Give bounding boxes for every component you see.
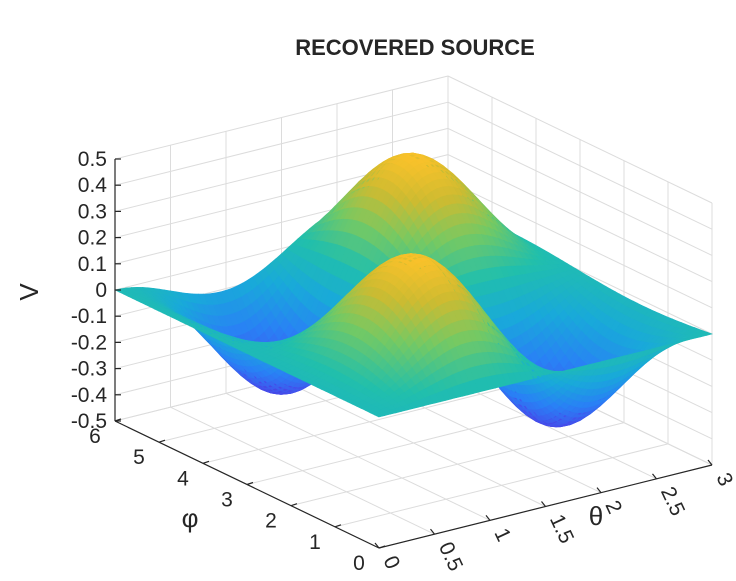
floor-grid-line <box>290 422 625 507</box>
y-tick-label: 6 <box>89 425 101 448</box>
y-tick-mark <box>378 545 386 549</box>
z-axis-label: V <box>14 283 44 301</box>
back-wall-grid-line <box>114 101 449 186</box>
y-tick-mark <box>246 481 254 486</box>
z-tick-label: 0.2 <box>78 227 107 250</box>
x-tick-mark <box>707 459 713 466</box>
floor-grid-line <box>202 379 537 464</box>
x-tick-mark <box>374 542 380 549</box>
side-wall-grid-line <box>447 154 713 283</box>
x-tick-label: 2.5 <box>656 483 689 519</box>
back-wall-grid-line <box>114 75 449 160</box>
z-tick-label: -0.5 <box>71 410 107 433</box>
y-tick-label: 2 <box>265 510 277 533</box>
x-tick-mark <box>596 487 602 494</box>
z-tick-label: -0.1 <box>71 305 107 328</box>
chart-title: RECOVERED SOURCE <box>295 35 535 60</box>
side-wall-grid-line <box>447 101 713 230</box>
surface-plot <box>114 152 714 428</box>
x-tick-label: 3 <box>711 469 736 489</box>
y-tick-label: 1 <box>309 531 321 554</box>
z-tick-label: -0.2 <box>71 331 107 354</box>
x-tick-label: 0 <box>378 552 404 572</box>
y-tick-mark <box>334 524 342 528</box>
x-tick-mark <box>541 501 546 507</box>
z-tick-label: 0.5 <box>78 148 107 171</box>
back-wall-grid-line <box>114 127 449 212</box>
y-tick-mark <box>158 439 166 443</box>
y-tick-label: 3 <box>221 489 233 512</box>
z-tick-label: -0.3 <box>71 358 107 381</box>
floor-grid-line <box>334 443 669 528</box>
surface-patch <box>701 332 714 336</box>
side-wall-grid-line <box>447 127 713 256</box>
y-tick-label: 5 <box>133 446 145 469</box>
z-tick-label: -0.4 <box>71 384 108 407</box>
x-tick-mark <box>430 528 435 535</box>
x-tick-label: 2 <box>600 497 626 517</box>
z-tick-label: 0.1 <box>78 253 107 276</box>
x-tick-label: 0.5 <box>434 539 467 575</box>
floor-grid-line <box>246 401 581 485</box>
y-tick-mark <box>290 503 298 507</box>
x-axis-label: θ <box>589 501 603 531</box>
x-tick-mark <box>652 473 657 480</box>
side-wall-grid-line <box>447 75 713 204</box>
y-tick-label: 0 <box>353 552 365 575</box>
x-tick-label: 1.5 <box>545 511 578 547</box>
y-tick-mark <box>114 418 122 422</box>
z-tick-label: 0.3 <box>78 200 107 223</box>
y-axis-label: φ <box>182 503 199 533</box>
z-tick-label: 0.4 <box>78 174 108 197</box>
x-tick-mark <box>485 514 491 521</box>
y-tick-mark <box>202 460 210 464</box>
side-wall-grid-line <box>447 180 713 309</box>
x-tick-label: 1 <box>489 525 515 545</box>
z-tick-label: 0 <box>95 279 107 302</box>
y-tick-label: 4 <box>177 467 189 490</box>
